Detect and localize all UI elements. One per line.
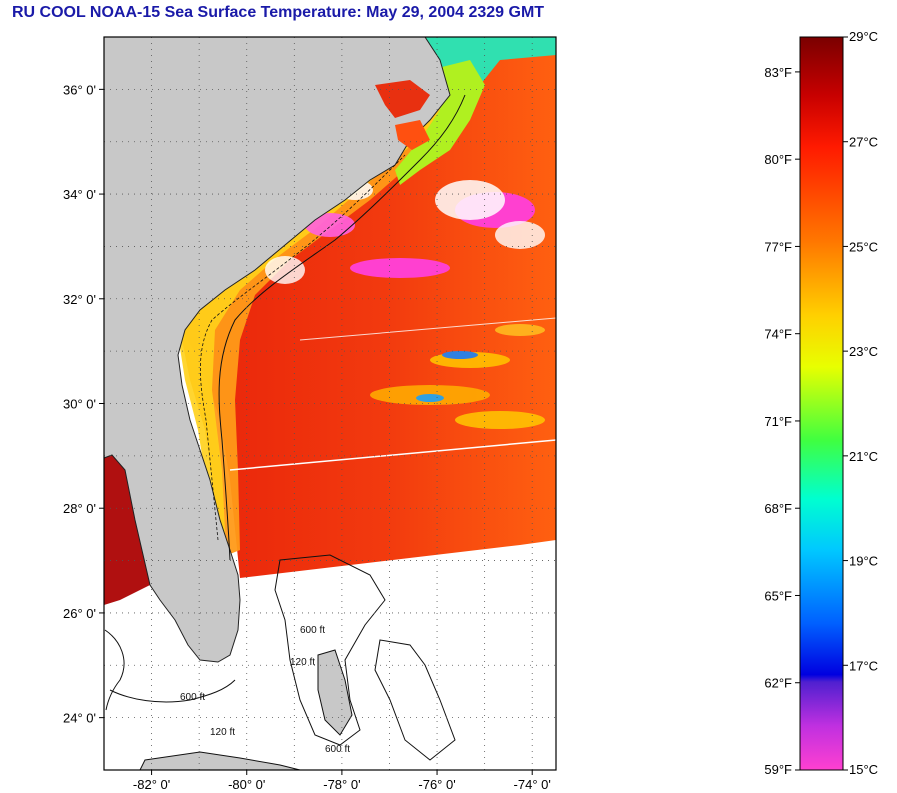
colorbar-fahrenheit-label: 62°F	[764, 676, 792, 691]
colorbar-celsius-labels: 29°C 27°C 25°C 23°C 21°C 19°C 17°C 15°C	[843, 29, 878, 777]
andros-island	[317, 649, 353, 736]
lon-tick-label: -80° 0'	[228, 777, 265, 792]
colorbar-fahrenheit-label: 68°F	[764, 501, 792, 516]
cloud-patch	[495, 221, 545, 249]
bathymetry-label: 600 ft	[300, 625, 325, 636]
cloud-patch	[350, 258, 450, 278]
lat-tick-label: 32° 0'	[63, 292, 96, 307]
sound-water	[395, 120, 430, 150]
lon-tick-label: -74° 0'	[514, 777, 551, 792]
swath-artifact	[229, 439, 557, 471]
colorbar-celsius-label: 27°C	[849, 135, 878, 150]
cool-eddy	[495, 324, 545, 336]
cold-patch	[442, 351, 478, 359]
colorbar-fahrenheit-labels: 83°F 80°F 77°F 74°F 71°F 68°F 65°F 62°F 59°F	[764, 65, 800, 777]
lat-tick-label: 24° 0'	[63, 711, 96, 726]
lon-tick-label: -78° 0'	[323, 777, 360, 792]
bathymetry-labels: 600 ft 120 ft 600 ft 120 ft 600 ft	[180, 625, 350, 755]
cool-eddy	[455, 411, 545, 429]
cold-patch	[416, 394, 444, 402]
swath-artifact	[299, 317, 557, 341]
colorbar-fahrenheit-label: 74°F	[764, 327, 792, 342]
longitude-axis: -82° 0' -80° 0' -78° 0' -76° 0' -74° 0'	[133, 770, 551, 792]
bathymetry-label: 120 ft	[290, 657, 315, 668]
lat-tick-label: 26° 0'	[63, 606, 96, 621]
sst-ocean-field	[175, 37, 556, 578]
colorbar-fahrenheit-label: 77°F	[764, 239, 792, 254]
lat-lon-grid	[104, 37, 556, 770]
bathymetry-label: 600 ft	[325, 744, 350, 755]
colorbar-celsius-label: 21°C	[849, 449, 878, 464]
colorbar-fahrenheit-label: 59°F	[764, 762, 792, 777]
bathymetry-label: 120 ft	[210, 727, 235, 738]
colorbar-fahrenheit-label: 80°F	[764, 152, 792, 167]
cloud-patch	[305, 213, 355, 237]
bathymetry-label: 600 ft	[180, 692, 205, 703]
map-title: RU COOL NOAA-15 Sea Surface Temperature:…	[12, 4, 545, 21]
lat-tick-label: 28° 0'	[63, 501, 96, 516]
lat-tick-label: 30° 0'	[63, 397, 96, 412]
colorbar-fahrenheit-label: 71°F	[764, 414, 792, 429]
lat-tick-label: 34° 0'	[63, 187, 96, 202]
bahamas-bank	[374, 639, 456, 761]
colorbar-celsius-label: 15°C	[849, 762, 878, 777]
lon-tick-label: -82° 0'	[133, 777, 170, 792]
lon-tick-label: -76° 0'	[418, 777, 455, 792]
colorbar-fahrenheit-label: 65°F	[764, 588, 792, 603]
colorbar-celsius-label: 29°C	[849, 29, 878, 44]
gulf-sst-field	[104, 455, 150, 605]
lat-tick-label: 36° 0'	[63, 82, 96, 97]
bank-contour	[104, 629, 125, 711]
colorbar	[799, 36, 844, 771]
colorbar-celsius-label: 25°C	[849, 239, 878, 254]
shelf-break-contour	[218, 94, 466, 561]
bahamas-bank	[274, 554, 386, 746]
colorbar-celsius-label: 17°C	[849, 658, 878, 673]
green-shelf-water	[395, 60, 485, 185]
inner-contour	[200, 154, 406, 541]
colorbar-celsius-label: 19°C	[849, 554, 878, 569]
cloud-patch	[265, 256, 305, 284]
colorbar-celsius-label: 23°C	[849, 344, 878, 359]
keys-contour	[109, 679, 236, 703]
colorbar-fahrenheit-label: 83°F	[764, 65, 792, 80]
latitude-axis: 36° 0' 34° 0' 32° 0' 30° 0' 28° 0' 26° 0' 24° …	[63, 82, 104, 726]
cloud-patch	[435, 180, 505, 220]
